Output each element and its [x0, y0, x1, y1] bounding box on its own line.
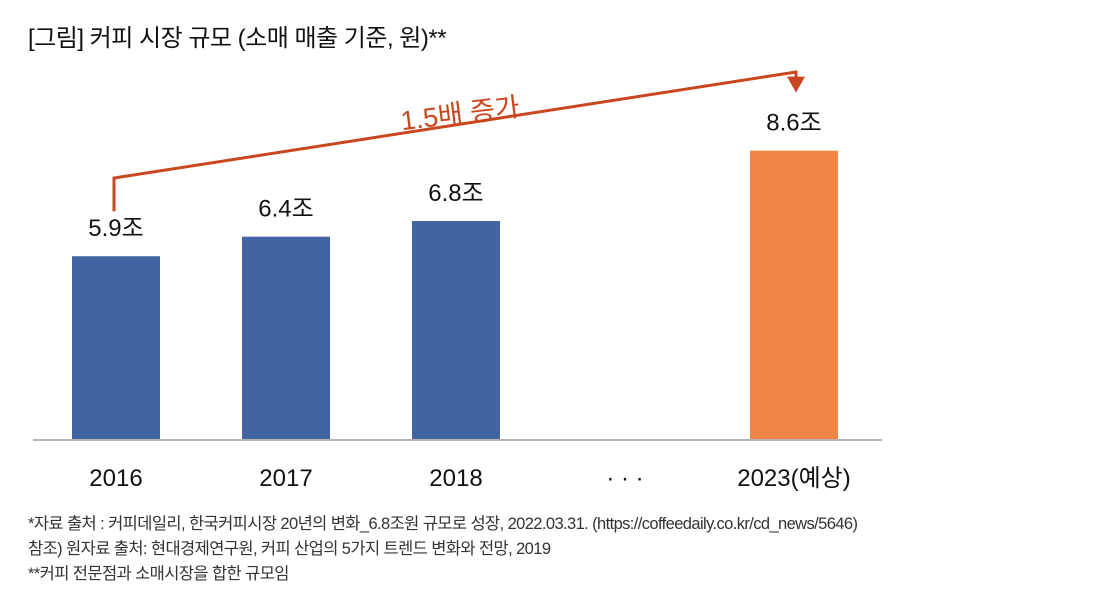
value-label: 6.4조: [258, 196, 313, 223]
growth-arrow-line: [112, 70, 798, 212]
x-tick-label: 2017: [259, 465, 312, 492]
value-label: 6.8조: [428, 180, 483, 207]
value-label: 5.9조: [88, 215, 143, 242]
bar: [242, 236, 330, 439]
x-tick-labels: 2016 2017 2018 · · · 2023(예상): [89, 465, 850, 492]
x-tick-label: 2016: [89, 465, 142, 492]
x-tick-label: 2023(예상): [737, 465, 851, 492]
bars-group: [72, 150, 838, 439]
value-label: 8.6조: [766, 110, 821, 137]
arrow-head-icon: [787, 76, 805, 93]
value-labels: 5.9조 6.4조 6.8조 8.6조: [88, 110, 821, 243]
growth-annotation-label: 1.5배 증가: [399, 92, 521, 136]
bar: [750, 150, 838, 439]
footnote: **커피 전문점과 소매시장을 합한 규모임: [28, 565, 289, 583]
source-note: *자료 출처 : 커피데일리, 한국커피시장 20년의 변화_6.8조원 규모로…: [28, 515, 858, 533]
x-tick-label: · · ·: [606, 465, 643, 492]
bar: [412, 221, 500, 439]
x-tick-label: 2018: [429, 465, 482, 492]
source-notes: *자료 출처 : 커피데일리, 한국커피시장 20년의 변화_6.8조원 규모로…: [28, 512, 858, 587]
bar: [72, 256, 160, 439]
chart-title: [그림] 커피 시장 규모 (소매 매출 기준, 원)**: [28, 25, 447, 52]
reference-note: 참조) 원자료 출처: 현대경제연구원, 커피 산업의 5가지 트렌드 변화와 …: [28, 540, 551, 558]
